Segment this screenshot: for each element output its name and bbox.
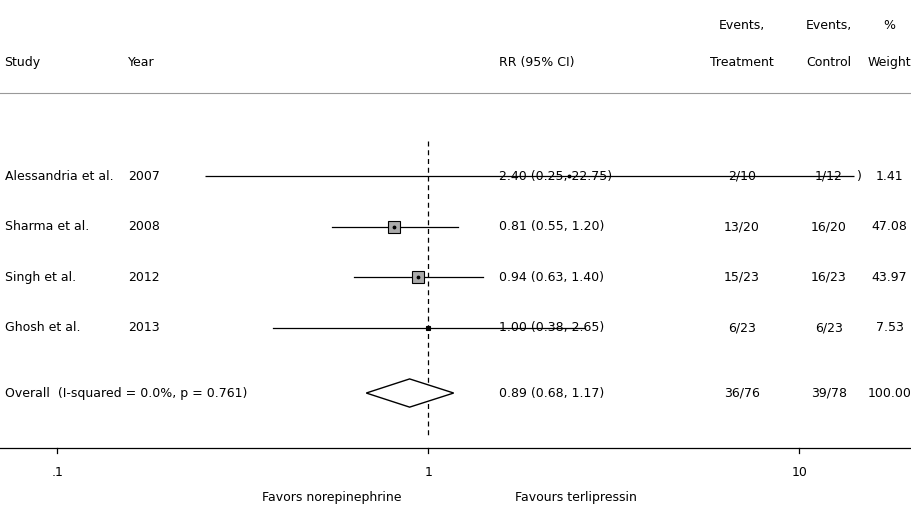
Text: 1.00 (0.38, 2.65): 1.00 (0.38, 2.65) bbox=[499, 321, 604, 334]
Text: 2.40 (0.25, 22.75): 2.40 (0.25, 22.75) bbox=[499, 170, 612, 183]
Text: Events,: Events, bbox=[805, 19, 852, 32]
Text: 1: 1 bbox=[425, 466, 433, 479]
Text: Treatment: Treatment bbox=[710, 57, 773, 70]
Text: 15/23: 15/23 bbox=[724, 270, 760, 284]
Text: Events,: Events, bbox=[719, 19, 765, 32]
Text: Favors norepinephrine: Favors norepinephrine bbox=[262, 491, 402, 504]
Text: %: % bbox=[884, 19, 896, 32]
Text: 16/23: 16/23 bbox=[811, 270, 846, 284]
Text: Alessandria et al.: Alessandria et al. bbox=[5, 170, 113, 183]
Text: 39/78: 39/78 bbox=[811, 387, 846, 400]
Text: .1: .1 bbox=[52, 466, 64, 479]
Text: 2012: 2012 bbox=[128, 270, 159, 284]
Text: 10: 10 bbox=[792, 466, 807, 479]
Text: Ghosh et al.: Ghosh et al. bbox=[5, 321, 80, 334]
Text: 100.00: 100.00 bbox=[867, 387, 911, 400]
Text: 6/23: 6/23 bbox=[814, 321, 843, 334]
Text: Study: Study bbox=[5, 57, 41, 70]
Text: 6/23: 6/23 bbox=[728, 321, 756, 334]
Text: Sharma et al.: Sharma et al. bbox=[5, 220, 88, 233]
Text: 47.08: 47.08 bbox=[872, 220, 907, 233]
Text: Weight: Weight bbox=[867, 57, 911, 70]
Text: 2/10: 2/10 bbox=[728, 170, 756, 183]
Text: 7.53: 7.53 bbox=[875, 321, 904, 334]
Text: 2008: 2008 bbox=[128, 220, 160, 233]
Text: 0.81 (0.55, 1.20): 0.81 (0.55, 1.20) bbox=[499, 220, 604, 233]
Text: 43.97: 43.97 bbox=[872, 270, 907, 284]
Text: 16/20: 16/20 bbox=[811, 220, 846, 233]
Text: RR (95% CI): RR (95% CI) bbox=[499, 57, 575, 70]
Text: 13/20: 13/20 bbox=[724, 220, 760, 233]
Text: 2013: 2013 bbox=[128, 321, 159, 334]
Text: 0.94 (0.63, 1.40): 0.94 (0.63, 1.40) bbox=[499, 270, 604, 284]
Text: 0.89 (0.68, 1.17): 0.89 (0.68, 1.17) bbox=[499, 387, 604, 400]
Text: Singh et al.: Singh et al. bbox=[5, 270, 76, 284]
Text: ): ) bbox=[856, 170, 862, 183]
Text: 2007: 2007 bbox=[128, 170, 160, 183]
Text: 36/76: 36/76 bbox=[724, 387, 760, 400]
Text: Overall  (I-squared = 0.0%, p = 0.761): Overall (I-squared = 0.0%, p = 0.761) bbox=[5, 387, 247, 400]
Polygon shape bbox=[366, 379, 454, 407]
Text: Year: Year bbox=[128, 57, 155, 70]
Text: 1/12: 1/12 bbox=[814, 170, 843, 183]
Text: Control: Control bbox=[806, 57, 851, 70]
Text: 1.41: 1.41 bbox=[875, 170, 904, 183]
Text: Favours terlipressin: Favours terlipressin bbox=[515, 491, 637, 504]
